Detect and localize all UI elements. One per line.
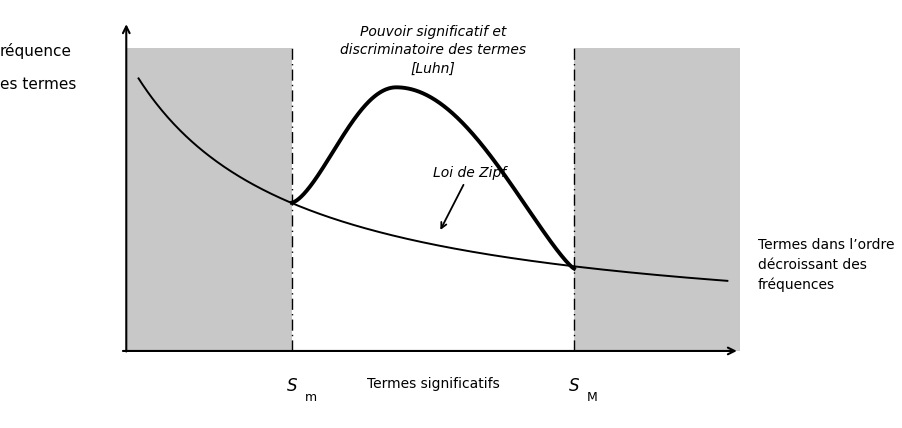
Text: Loi de Zipf: Loi de Zipf [433,166,506,228]
Text: es termes: es termes [0,77,77,92]
Text: $S$: $S$ [568,377,580,395]
Text: Termes significatifs: Termes significatifs [366,377,500,391]
Bar [574,48,740,351]
Bar [126,48,292,351]
Text: réquence: réquence [0,43,72,59]
Text: $\mathregular{M}$: $\mathregular{M}$ [586,390,598,404]
Text: Termes dans l’ordre
décroissant des
fréquences: Termes dans l’ordre décroissant des fréq… [758,238,894,292]
Text: $\mathregular{m}$: $\mathregular{m}$ [304,390,318,404]
Text: Pouvoir significatif et
discriminatoire des termes
[Luhn]: Pouvoir significatif et discriminatoire … [340,25,526,75]
Text: $S$: $S$ [286,377,298,395]
